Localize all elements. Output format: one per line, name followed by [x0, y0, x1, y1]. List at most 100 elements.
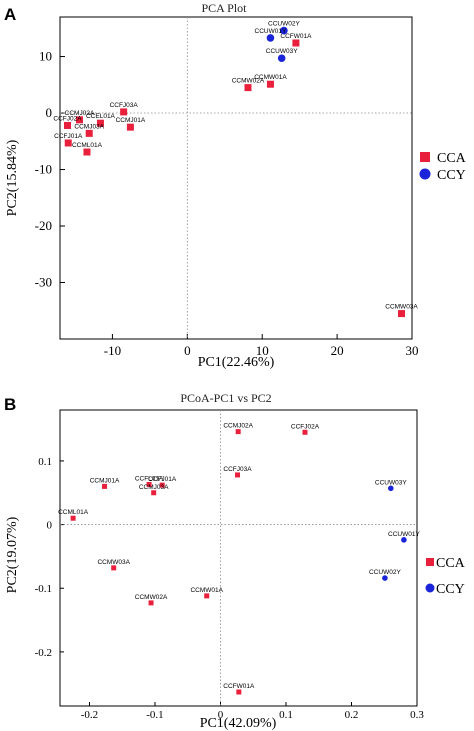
pcoa-point-ccuw01y: [401, 537, 407, 543]
pca-point-ccuw03y: [277, 54, 286, 63]
pcoa-points: CCMJ02A CCFJ02A CCFJ03A CCMJ01A CCFL01ACCFJ0…: [58, 423, 420, 695]
pca-point-label: CCUW02Y: [268, 21, 300, 28]
pca-point-ccmw02a: [244, 84, 252, 92]
pca-point-label: CCMJ03A: [74, 123, 104, 130]
pcoa-point-label: CCMJ03A: [139, 484, 169, 491]
pca-point-label: CCMJ02A: [65, 110, 95, 117]
pcoa-x-ticks: -0.2 -0.1 0 0.1 0.2 0.3: [81, 702, 424, 721]
pcoa-y-tick-label: 0: [47, 520, 53, 532]
pca-point-ccmw01a: [266, 80, 274, 88]
pcoa-legend-cca-label: CCA: [436, 556, 466, 571]
pca-point-label: CCMW02A: [232, 78, 265, 85]
pcoa-point-label: CCMJ01A: [90, 477, 120, 484]
pcoa-y-ticks: 0.1 0 -0.1 -0.2: [35, 456, 64, 659]
pcoa-legend-cca-marker: [426, 558, 434, 566]
pcoa-x-tick-label: -0.1: [146, 709, 163, 721]
pca-legend: CCA CCY: [419, 151, 467, 183]
pcoa-x-tick-label: -0.2: [81, 709, 98, 721]
pcoa-point-label: CCML01A: [58, 509, 89, 516]
pcoa-point-ccmj02a: [235, 429, 241, 435]
pcoa-legend: CCA CCY: [425, 556, 466, 597]
pca-point-ccfj03a: [120, 108, 128, 116]
pca-plot-panel: A PCA Plot -10 0 10 20 30 10 0 -10 -20 -30 CCFJ0…: [4, 1, 467, 370]
pca-point-label: CCMW01A: [254, 74, 287, 81]
pca-point-ccmj01a: [126, 123, 134, 131]
pca-point-label: CCMW03A: [385, 304, 418, 311]
pcoa-point-label: CCMJ02A: [223, 423, 253, 430]
pca-x-tick-label: 0: [184, 343, 191, 358]
pcoa-point-ccmj03a: [151, 490, 157, 496]
pca-point-ccfj01a: [64, 139, 72, 147]
pca-point-label: CCUW01Y: [255, 28, 287, 35]
pcoa-point-ccfj03a: [235, 472, 241, 478]
pca-plot-frame: [59, 16, 413, 340]
pca-x-ticks: -10 0 10 20 30: [104, 334, 419, 358]
pcoa-legend-ccy-label: CCY: [436, 582, 465, 597]
pcoa-x-tick-label: 0: [218, 709, 224, 721]
pcoa-point-label: CCFL01A: [135, 475, 164, 482]
pcoa-point-ccfw01a: [236, 689, 242, 695]
pcoa-point-ccmw03a: [111, 565, 117, 571]
pcoa-y-tick-label: -0.2: [35, 647, 52, 659]
pcoa-x-tick-label: 0.2: [345, 709, 359, 721]
pca-point-ccmj02a: [75, 116, 83, 124]
pca-point-label: CCFW01A: [280, 33, 312, 40]
pca-point-ccuw01y: [266, 34, 275, 42]
pcoa-y-tick-label: -0.1: [35, 583, 52, 595]
pcoa-point-ccfj02a: [302, 429, 308, 435]
pca-point-label: CCFJ03A: [110, 102, 139, 109]
pca-point-ccuw02y: [280, 26, 288, 35]
pca-point-label: CCFJ01A: [54, 133, 83, 140]
pca-y-tick-label: -20: [35, 218, 52, 233]
pca-legend-ccy-marker: [419, 168, 431, 180]
pca-y-tick-label: -10: [35, 162, 52, 177]
pcoa-point-ccml01a: [70, 515, 76, 521]
pcoa-point-label: CCFJ01A: [148, 476, 177, 483]
pcoa-plot-panel: B PCoA-PC1 vs PC2 -0.2 -0.1 0 0.1 0.2 0.3 0.1…: [4, 391, 466, 731]
pcoa-point-ccuw03y: [387, 485, 394, 492]
pca-y-tick-label: 0: [46, 105, 53, 120]
pcoa-x-tick-label: 0.3: [410, 709, 424, 721]
pca-legend-ccy-label: CCY: [437, 168, 466, 183]
pca-x-axis-label: PC1(22.46%): [198, 355, 275, 370]
pca-point-label: CCEL01A: [86, 113, 116, 120]
pca-point-label: CCFJ02A: [53, 115, 82, 122]
pca-x-tick-label: -10: [104, 343, 121, 358]
pcoa-point-label: CCUW01Y: [388, 531, 420, 538]
panel-letter-b: B: [4, 395, 16, 414]
pca-legend-cca-label: CCA: [437, 151, 467, 166]
pcoa-point-ccmw02a: [148, 600, 154, 606]
pcoa-point-label: CCFJ03A: [223, 466, 252, 473]
pcoa-point-label: CCUW02Y: [369, 569, 401, 576]
pca-y-tick-label: 10: [39, 49, 52, 64]
panel-letter-a: A: [4, 5, 16, 24]
pca-y-ticks: 10 0 -10 -20 -30: [35, 49, 65, 290]
pca-y-tick-label: -30: [35, 275, 52, 290]
pcoa-y-axis-label: PC2(19.07%): [5, 516, 20, 593]
pcoa-plot-title: PCoA-PC1 vs PC2: [180, 391, 271, 405]
pca-legend-cca-marker: [420, 152, 430, 162]
pcoa-point-label: CCMW01A: [190, 587, 223, 594]
pcoa-x-axis-label: PC1(42.09%): [200, 716, 277, 731]
pca-y-axis-label: PC2(15.84%): [5, 139, 20, 216]
pcoa-x-tick-label: 0.1: [279, 709, 293, 721]
pcoa-point-label: CCFJ02A: [291, 423, 320, 430]
pca-point-label: CCUW03Y: [266, 48, 298, 55]
pca-point-label: CCML01A: [72, 142, 103, 149]
pca-point-label: CCMJ01A: [116, 117, 146, 124]
pcoa-legend-ccy-marker: [425, 583, 435, 593]
pcoa-y-tick-label: 0.1: [38, 456, 52, 468]
pcoa-point-ccmj01a: [102, 483, 108, 489]
pcoa-point-label: CCMW02A: [135, 594, 168, 601]
pcoa-point-ccmw01a: [204, 593, 210, 599]
pca-plot-title: PCA Plot: [201, 1, 247, 15]
pcoa-point-label: CCFW01A: [223, 683, 255, 690]
pca-point-ccfj02a: [63, 121, 71, 129]
pca-point-ccml01a: [83, 148, 91, 156]
pca-x-tick-label: 20: [331, 343, 344, 358]
pcoa-plot-frame: [59, 409, 418, 707]
pcoa-point-ccfl01a: [146, 481, 152, 487]
pca-point-ccfw01a: [292, 39, 300, 47]
pca-point-ccmw03a: [398, 310, 406, 318]
